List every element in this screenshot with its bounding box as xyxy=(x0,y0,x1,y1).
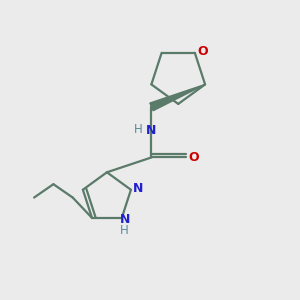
Text: N: N xyxy=(119,213,130,226)
Text: N: N xyxy=(133,182,143,195)
Text: N: N xyxy=(146,124,157,137)
Text: O: O xyxy=(189,151,199,164)
Text: H: H xyxy=(120,224,129,237)
Text: H: H xyxy=(134,123,142,136)
Polygon shape xyxy=(150,84,205,111)
Text: O: O xyxy=(198,45,208,58)
